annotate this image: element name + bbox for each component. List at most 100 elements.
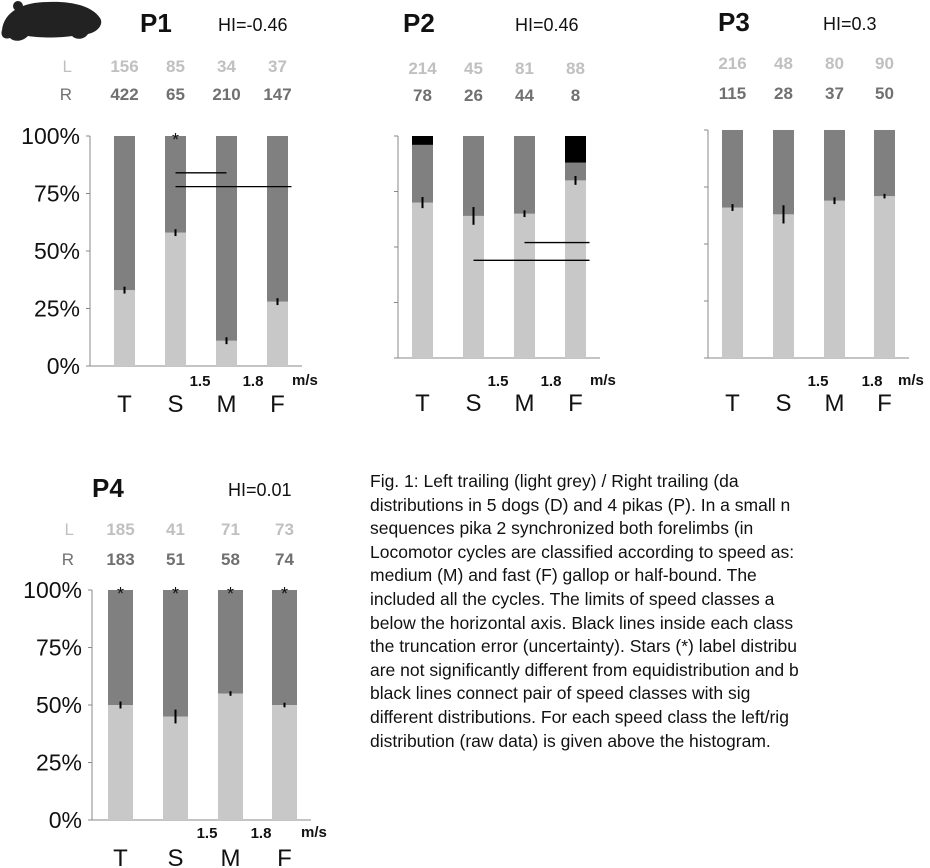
y-tick-label: 75% — [36, 635, 82, 661]
count-right: 65 — [166, 85, 185, 104]
caption-line: distribution (raw data) is given above t… — [370, 730, 930, 754]
y-tick-label: 100% — [21, 123, 80, 149]
chart-panel-p4: P4 HI=0.01 LR 0% 25% 50% 75% 100% 185 183 T * 41 51 S *… — [23, 473, 327, 868]
category-label: S — [167, 845, 183, 868]
bar-segment-left-trailing — [514, 214, 535, 358]
count-left: 85 — [166, 57, 185, 76]
panel-title: P1 — [140, 8, 172, 38]
count-left: 45 — [464, 59, 483, 78]
caption-line: the truncation error (uncertainty). Star… — [370, 635, 930, 659]
bar-segment-left-trailing — [412, 203, 433, 358]
bar-segment-left-trailing — [773, 214, 794, 358]
count-left: 156 — [110, 57, 138, 76]
panel-title: P2 — [403, 8, 435, 38]
speed-limit-label: 1.8 — [243, 373, 264, 390]
y-tick-label: 100% — [23, 577, 82, 603]
y-tick-label: 50% — [36, 692, 82, 718]
bar-segment-right-trailing — [722, 130, 743, 208]
caption-line: different distributions. For each speed … — [370, 706, 930, 730]
count-right: 28 — [774, 84, 793, 103]
L-row-label: L — [63, 57, 72, 76]
speed-limit-label: 1.5 — [197, 825, 218, 842]
panel-title: P3 — [718, 7, 750, 37]
count-right: 74 — [275, 550, 294, 569]
y-tick-label: 0% — [47, 353, 80, 379]
speed-limit-label: 1.5 — [808, 373, 829, 390]
hi-value: HI=0.3 — [823, 14, 877, 34]
bar-segment-left-trailing — [722, 208, 743, 358]
equidistribution-star: * — [172, 584, 179, 604]
caption-line: Fig. 1: Left trailing (light grey) / Rig… — [370, 470, 930, 494]
equidistribution-star: * — [281, 584, 288, 604]
speed-limit-label: 1.8 — [862, 373, 883, 390]
bar-segment-left-trailing — [218, 694, 243, 821]
equidistribution-star: * — [117, 584, 124, 604]
bar-segment-left-trailing — [565, 180, 586, 358]
category-label: S — [775, 390, 791, 417]
count-left: 214 — [408, 59, 437, 78]
count-left: 88 — [566, 59, 585, 78]
category-label: F — [277, 845, 292, 868]
L-row-label: L — [65, 520, 74, 539]
count-right: 183 — [106, 550, 134, 569]
speed-unit-label: m/s — [292, 372, 318, 389]
caption-line: sequences pika 2 synchronized both forel… — [370, 517, 930, 541]
count-left: 80 — [825, 54, 844, 73]
bar-segment-right-trailing — [163, 590, 188, 717]
bar-segment-right-trailing — [874, 130, 895, 196]
caption-line: Locomotor cycles are classified accordin… — [370, 541, 930, 565]
figure-caption: Fig. 1: Left trailing (light grey) / Rig… — [370, 470, 930, 753]
caption-line: distributions in 5 dogs (D) and 4 pikas … — [370, 494, 930, 518]
y-tick-label: 75% — [34, 181, 80, 207]
bar-segment-right-trailing — [272, 590, 297, 705]
count-right: 26 — [464, 86, 483, 105]
caption-line: black lines connect pair of speed classe… — [370, 682, 930, 706]
count-left: 48 — [774, 54, 793, 73]
chart-panel-p3: P3 HI=0.3216115T4828S8037M9050F1.5 1.8 m/s — [704, 7, 924, 417]
category-label: F — [270, 391, 285, 418]
count-right: 50 — [875, 84, 894, 103]
count-left: 34 — [217, 57, 236, 76]
bar-segment-left-trailing — [272, 705, 297, 820]
bar-segment-synchronized — [565, 136, 586, 163]
hi-value: HI=0.01 — [228, 480, 292, 500]
count-right: 78 — [413, 86, 432, 105]
caption-line: medium (M) and fast (F) gallop or half-b… — [370, 564, 930, 588]
count-right: 51 — [166, 550, 185, 569]
chart-panel-p1: P1 HI=-0.46 LR 0% 25% 50% 75% 100% 156 422 T 85 65 S *… — [21, 8, 318, 418]
category-label: S — [167, 391, 183, 418]
count-left: 37 — [268, 57, 287, 76]
bar-segment-left-trailing — [114, 290, 135, 366]
hi-value: HI=0.46 — [515, 15, 579, 35]
bar-segment-left-trailing — [163, 717, 188, 821]
speed-limit-label: 1.5 — [488, 373, 509, 390]
equidistribution-star: * — [172, 130, 179, 150]
panel-title: P4 — [92, 473, 124, 503]
bar-segment-right-trailing — [165, 136, 186, 233]
count-left: 71 — [221, 520, 240, 539]
speed-limit-label: 1.8 — [541, 373, 562, 390]
bar-segment-right-trailing — [412, 145, 433, 203]
bar-segment-left-trailing — [165, 233, 186, 366]
count-left: 90 — [875, 54, 894, 73]
category-label: S — [465, 390, 481, 417]
bar-segment-right-trailing — [216, 136, 237, 341]
caption-line: are not significantly different from equ… — [370, 659, 930, 683]
count-left: 185 — [106, 520, 134, 539]
bar-segment-right-trailing — [267, 136, 288, 302]
y-tick-label: 50% — [34, 238, 80, 264]
bar-segment-left-trailing — [108, 705, 133, 820]
category-label: T — [725, 390, 740, 417]
y-tick-label: 25% — [34, 296, 80, 322]
count-right: 44 — [515, 86, 534, 105]
count-right: 422 — [110, 85, 138, 104]
category-label: T — [113, 845, 128, 868]
bar-segment-right-trailing — [824, 130, 845, 201]
bar-segment-left-trailing — [874, 196, 895, 358]
category-label: F — [568, 390, 583, 417]
bar-segment-synchronized — [412, 136, 433, 145]
count-left: 81 — [515, 59, 534, 78]
speed-unit-label: m/s — [301, 824, 327, 841]
bar-segment-right-trailing — [514, 136, 535, 214]
